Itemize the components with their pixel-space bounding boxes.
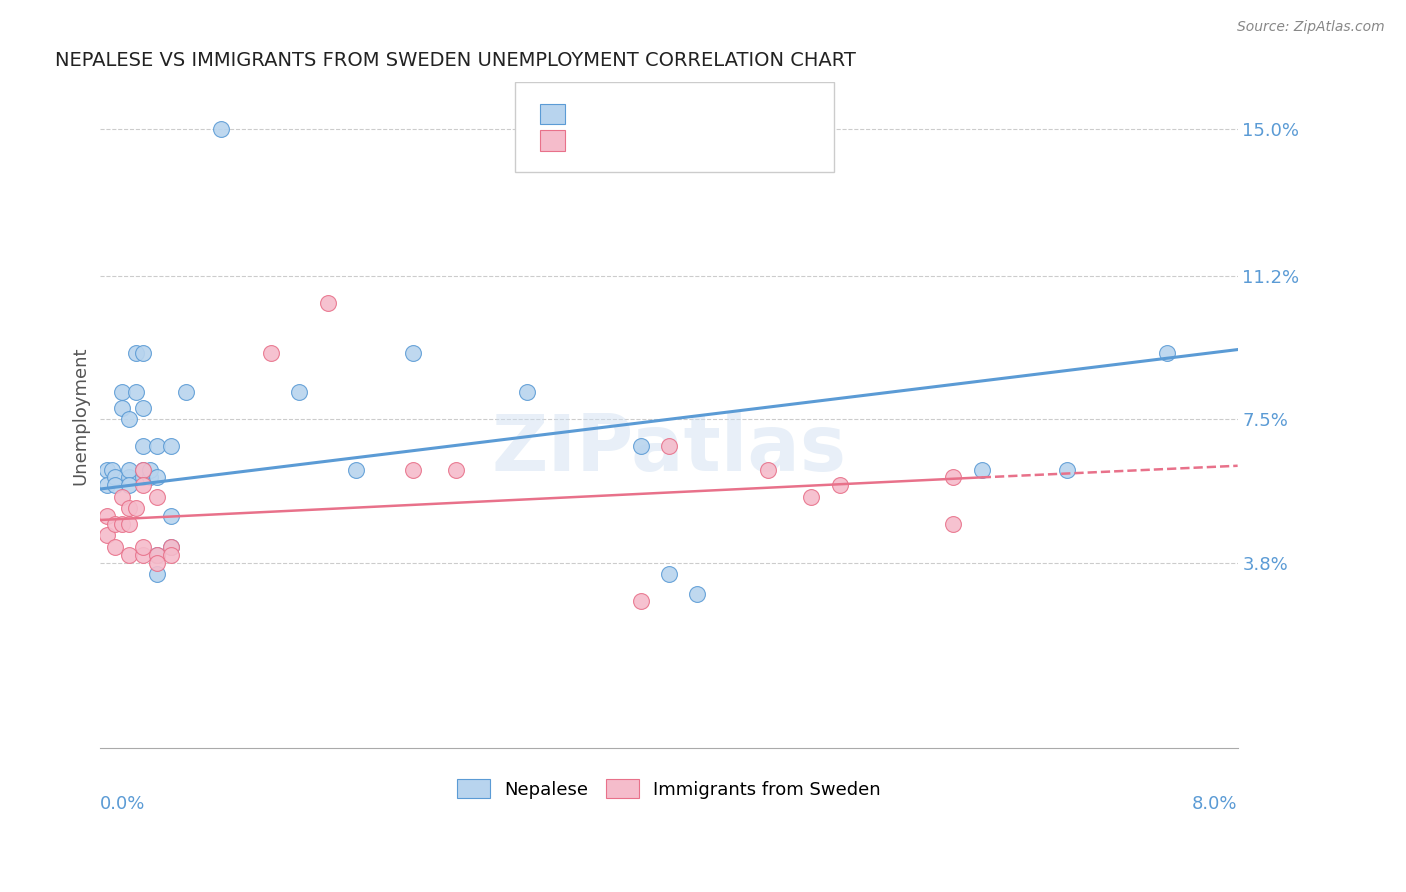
Text: 8.0%: 8.0% bbox=[1192, 795, 1237, 814]
Point bbox=[942, 516, 965, 531]
Point bbox=[970, 462, 993, 476]
Point bbox=[630, 439, 652, 453]
FancyBboxPatch shape bbox=[540, 130, 565, 151]
Point bbox=[658, 439, 681, 453]
Point bbox=[402, 462, 425, 476]
Point bbox=[125, 346, 148, 360]
Point bbox=[118, 412, 141, 426]
Point bbox=[146, 556, 169, 570]
Text: R = 0.087: R = 0.087 bbox=[583, 131, 682, 149]
Text: N = 39: N = 39 bbox=[714, 107, 782, 125]
Point bbox=[96, 478, 118, 492]
Point bbox=[174, 385, 197, 400]
Point bbox=[288, 385, 311, 400]
Point bbox=[630, 594, 652, 608]
Point bbox=[132, 540, 155, 554]
Point bbox=[146, 548, 169, 562]
Text: NEPALESE VS IMMIGRANTS FROM SWEDEN UNEMPLOYMENT CORRELATION CHART: NEPALESE VS IMMIGRANTS FROM SWEDEN UNEMP… bbox=[55, 51, 856, 70]
Point bbox=[146, 548, 169, 562]
Point bbox=[758, 462, 780, 476]
Point bbox=[118, 501, 141, 516]
Point bbox=[160, 439, 183, 453]
Point bbox=[402, 346, 425, 360]
Point bbox=[132, 439, 155, 453]
Point bbox=[100, 462, 122, 476]
Point bbox=[132, 470, 155, 484]
Point bbox=[516, 385, 538, 400]
Point bbox=[160, 509, 183, 524]
Point bbox=[139, 462, 162, 476]
Point bbox=[209, 121, 232, 136]
Y-axis label: Unemployment: Unemployment bbox=[72, 346, 89, 484]
Point bbox=[103, 470, 125, 484]
Point bbox=[139, 470, 162, 484]
Point bbox=[118, 470, 141, 484]
Text: Source: ZipAtlas.com: Source: ZipAtlas.com bbox=[1237, 20, 1385, 34]
Point bbox=[103, 540, 125, 554]
Point bbox=[686, 586, 709, 600]
Point bbox=[103, 516, 125, 531]
Point bbox=[118, 516, 141, 531]
Point bbox=[96, 462, 118, 476]
Point bbox=[125, 501, 148, 516]
Legend: Nepalese, Immigrants from Sweden: Nepalese, Immigrants from Sweden bbox=[450, 772, 889, 806]
Point bbox=[118, 548, 141, 562]
Point bbox=[132, 548, 155, 562]
Point bbox=[1056, 462, 1078, 476]
Point bbox=[132, 401, 155, 415]
FancyBboxPatch shape bbox=[540, 103, 565, 124]
FancyBboxPatch shape bbox=[516, 82, 834, 172]
Text: R = 0.366: R = 0.366 bbox=[583, 107, 682, 125]
Point bbox=[146, 470, 169, 484]
Point bbox=[132, 478, 155, 492]
Point bbox=[260, 346, 283, 360]
Point bbox=[132, 462, 155, 476]
Point bbox=[132, 346, 155, 360]
Point bbox=[160, 540, 183, 554]
Point bbox=[111, 490, 134, 504]
Point bbox=[118, 462, 141, 476]
Point bbox=[103, 478, 125, 492]
Point bbox=[96, 528, 118, 542]
Point bbox=[444, 462, 467, 476]
Point bbox=[942, 470, 965, 484]
Text: 0.0%: 0.0% bbox=[100, 795, 146, 814]
Point bbox=[316, 296, 339, 310]
Point bbox=[96, 509, 118, 524]
Point bbox=[146, 490, 169, 504]
Point bbox=[111, 385, 134, 400]
Point bbox=[111, 401, 134, 415]
Point bbox=[160, 548, 183, 562]
Point bbox=[344, 462, 367, 476]
Point bbox=[1156, 346, 1178, 360]
Point bbox=[146, 439, 169, 453]
Point bbox=[800, 490, 823, 504]
Point bbox=[658, 567, 681, 582]
Point bbox=[125, 385, 148, 400]
Text: ZIPatlas: ZIPatlas bbox=[492, 410, 846, 487]
Point bbox=[828, 478, 851, 492]
Point bbox=[146, 567, 169, 582]
Point bbox=[118, 478, 141, 492]
Point bbox=[111, 516, 134, 531]
Point bbox=[132, 462, 155, 476]
Point bbox=[160, 540, 183, 554]
Text: N = 24: N = 24 bbox=[714, 131, 782, 149]
